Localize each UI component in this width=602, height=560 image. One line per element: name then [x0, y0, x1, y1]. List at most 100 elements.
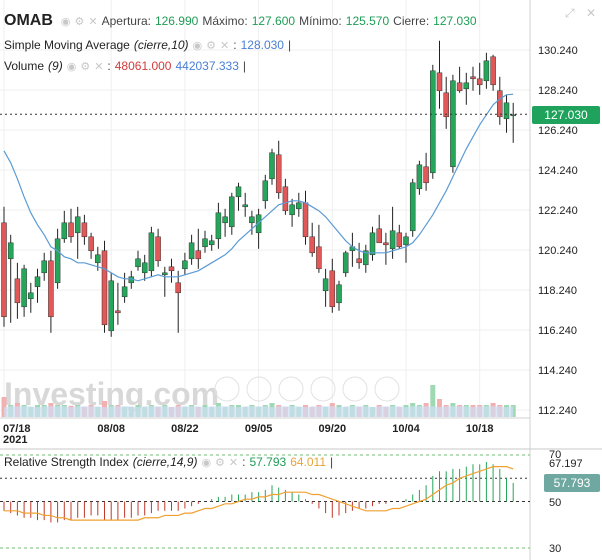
candle-body: [215, 212, 222, 240]
candle-body: [289, 204, 295, 216]
close-icon[interactable]: ✕: [88, 15, 98, 28]
x-tick-label: 07/18: [3, 423, 31, 435]
candle-body: [416, 164, 423, 190]
candle-body: [14, 278, 21, 304]
candle-body: [463, 82, 470, 90]
rsi-tick-50: 50: [549, 497, 561, 509]
sma-value: 128.030: [240, 38, 284, 52]
y-tick-label: 124.240: [538, 165, 578, 177]
zoom-out-icon[interactable]: [246, 376, 272, 402]
candle-body: [497, 90, 503, 118]
rsi-params: (cierre,14,9): [132, 455, 198, 469]
candle-body: [423, 166, 429, 184]
rsi-signal-line: [4, 466, 514, 521]
scroll-left-icon[interactable]: [214, 376, 240, 402]
rsi-gear-icon[interactable]: ⚙: [215, 456, 225, 469]
sma-params: (cierre,10): [133, 38, 189, 52]
candle-body: [376, 228, 382, 244]
sma-eye-icon[interactable]: ◉: [192, 39, 203, 52]
volume-bar: [1, 397, 7, 417]
rsi-close-icon[interactable]: ✕: [228, 456, 239, 469]
reset-icon[interactable]: [278, 376, 304, 402]
rsi-badge-text: 57.793: [554, 476, 591, 490]
candle-body: [81, 222, 88, 238]
rsi-histogram: [3, 461, 514, 523]
candle-body: [121, 286, 128, 298]
rsi-signal-value: 64.011: [290, 455, 326, 469]
candle-body: [28, 292, 34, 300]
candle-body: [282, 186, 289, 212]
candle-body: [162, 272, 168, 276]
candle-body: [202, 238, 208, 248]
candle-body: [342, 252, 349, 274]
price-axis: 130.240 128.240 126.240 124.240 122.240 120.2…: [538, 45, 578, 417]
fit-icon[interactable]: [342, 376, 368, 402]
candle-body: [356, 258, 362, 264]
y-tick-label: 128.240: [538, 85, 578, 97]
rsi-name: Relative Strength Index: [4, 455, 129, 469]
candle-body: [329, 270, 336, 308]
expand-icon[interactable]: ⤢: [565, 6, 575, 20]
candle-body: [148, 232, 155, 272]
candle-body: [21, 268, 27, 308]
rsi-legend: Relative Strength Index (cierre,14,9) ◉ …: [4, 455, 334, 469]
candle-body: [101, 250, 108, 326]
gear-icon[interactable]: ⚙: [74, 15, 85, 28]
candle-body: [336, 284, 342, 304]
y-tick-label: 130.240: [538, 45, 578, 57]
volume-legend: Volume (9) ◉ ⚙ ✕ : 48061.000 442037.333 …: [4, 59, 247, 73]
rsi-value: 57.793: [249, 455, 287, 469]
candle-body: [275, 154, 282, 194]
rsi-eye-icon[interactable]: ◉: [201, 456, 212, 469]
volume-gear-icon[interactable]: ⚙: [80, 60, 91, 73]
candle-body: [436, 72, 443, 92]
maximo-value: 127.600: [251, 14, 296, 28]
zoom-in-icon[interactable]: [310, 376, 336, 402]
price-badge-text: 127.030: [544, 108, 588, 122]
candle-body: [135, 258, 141, 268]
rsi-tick-70: 70: [549, 449, 561, 461]
symbol-label: OMAB: [4, 12, 53, 29]
candle-body: [309, 236, 315, 254]
volume-eye-icon[interactable]: ◉: [66, 60, 77, 73]
candle-body: [476, 78, 483, 86]
cierre-value: 127.030: [433, 14, 477, 28]
candle-body: [409, 182, 416, 232]
zoom-controls[interactable]: [214, 376, 400, 402]
candle-body: [95, 254, 101, 264]
candle-body: [1, 222, 7, 318]
candle-body: [396, 232, 403, 248]
candle-body: [168, 266, 175, 272]
pane-close-icon[interactable]: ✕: [586, 6, 597, 20]
candle-body: [510, 114, 516, 117]
sma-line: [3, 93, 514, 282]
candle-body: [235, 186, 242, 198]
x-tick-year: 2021: [3, 434, 27, 446]
sma-name: Simple Moving Average: [4, 38, 130, 52]
y-tick-label: 120.240: [538, 245, 578, 257]
apertura-label: Apertura:: [101, 14, 151, 28]
maximo-label: Máximo:: [202, 14, 248, 28]
cierre-label: Cierre:: [393, 14, 430, 28]
candle-body: [430, 70, 436, 174]
candle-body: [195, 250, 202, 260]
eye-icon[interactable]: ◉: [60, 15, 71, 28]
candle-body: [269, 152, 275, 180]
apertura-value: 126.990: [154, 14, 199, 28]
candle-body: [54, 238, 61, 284]
x-tick-label: 08/08: [97, 423, 125, 435]
sma-close-icon[interactable]: ✕: [220, 39, 230, 52]
y-tick-label: 112.240: [538, 405, 577, 417]
candle-body: [61, 222, 68, 240]
volume-average-area: [4, 406, 514, 417]
scroll-right-icon[interactable]: [374, 376, 400, 402]
minimo-value: 125.570: [345, 14, 390, 28]
volume-bars: [1, 385, 516, 417]
candle-body: [155, 236, 161, 262]
sma-gear-icon[interactable]: ⚙: [206, 39, 217, 52]
volume-close-icon[interactable]: ✕: [94, 60, 104, 73]
candle-body: [262, 180, 269, 202]
x-tick-label: 08/22: [171, 423, 199, 435]
